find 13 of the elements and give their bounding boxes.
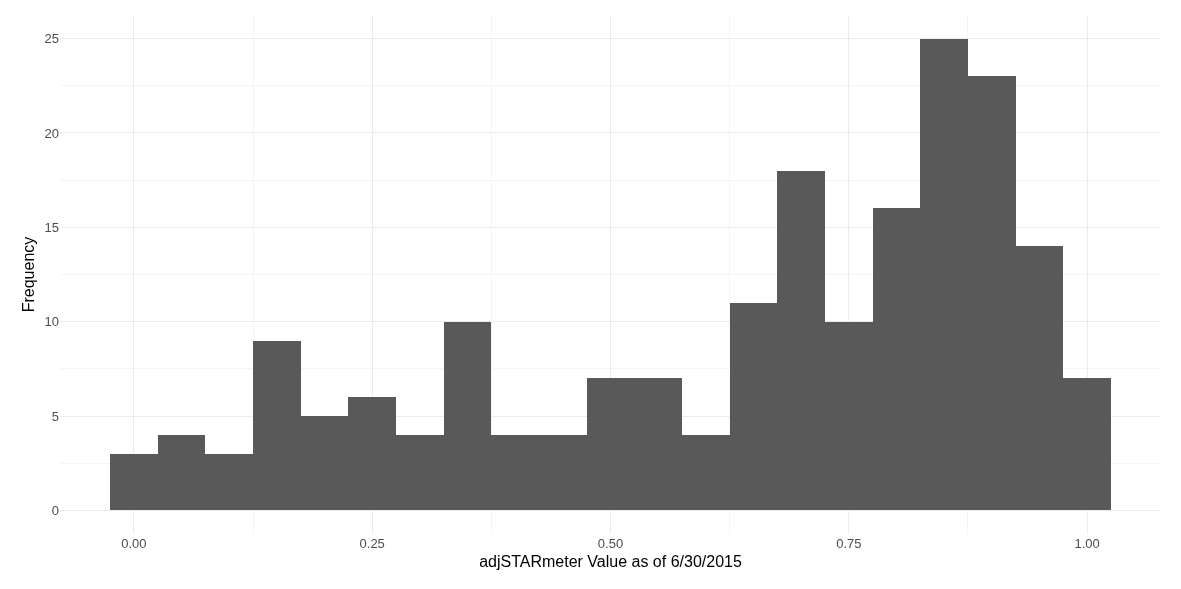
x-axis-title: adjSTARmeter Value as of 6/30/2015 (479, 552, 742, 570)
y-tick-label: 15 (44, 219, 59, 235)
y-tick-label: 10 (44, 314, 59, 330)
y-tick-label: 20 (44, 125, 59, 141)
x-tick-label: 0.00 (121, 536, 147, 551)
x-tick-label: 0.50 (597, 536, 624, 551)
y-tick-label: 25 (44, 31, 59, 47)
x-tick-label: 1.00 (1074, 536, 1100, 551)
x-tick-label: 0.25 (359, 536, 385, 551)
y-tick-label: 5 (51, 408, 59, 424)
y-tick-label: 0 (51, 502, 59, 518)
x-tick-label: 0.75 (836, 536, 862, 551)
y-axis-title: Frequency (20, 236, 38, 313)
